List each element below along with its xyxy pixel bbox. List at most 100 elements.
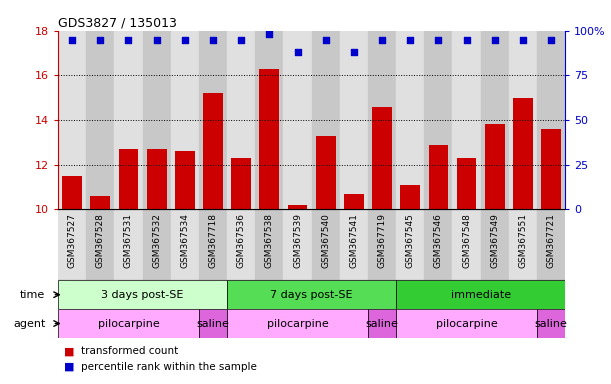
Bar [288,205,307,209]
Text: GSM367545: GSM367545 [406,213,415,268]
Bar [513,98,533,209]
Bar [344,194,364,209]
Bar [396,309,537,338]
Bar [340,209,368,280]
Bar [284,31,312,209]
Bar [142,209,170,280]
Text: percentile rank within the sample: percentile rank within the sample [81,362,257,372]
Bar [58,280,227,309]
Bar [203,93,223,209]
Bar [284,209,312,280]
Bar [255,31,284,209]
Text: immediate: immediate [450,290,511,300]
Bar [227,31,255,209]
Point [518,36,528,43]
Bar [312,31,340,209]
Text: pilocarpine: pilocarpine [98,318,159,329]
Bar [456,158,477,209]
Bar [400,185,420,209]
Bar [312,209,340,280]
Text: GSM367719: GSM367719 [378,213,387,268]
Text: agent: agent [13,318,45,329]
Bar [509,31,537,209]
Bar [453,31,481,209]
Bar [537,31,565,209]
Text: GSM367718: GSM367718 [208,213,218,268]
Bar [227,280,396,309]
Bar [453,209,481,280]
Bar [541,129,561,209]
Text: saline: saline [535,318,568,329]
Text: GSM367538: GSM367538 [265,213,274,268]
Text: GSM367548: GSM367548 [462,213,471,268]
Point [208,36,218,43]
Point [265,31,274,37]
Text: GDS3827 / 135013: GDS3827 / 135013 [58,17,177,30]
Text: GSM367721: GSM367721 [547,213,555,268]
Text: GSM367549: GSM367549 [490,213,499,268]
Bar [58,31,86,209]
Bar [62,176,82,209]
Text: 7 days post-SE: 7 days post-SE [270,290,353,300]
Bar [424,209,453,280]
Text: saline: saline [365,318,398,329]
Bar [368,31,396,209]
Bar [147,149,167,209]
Bar [481,31,509,209]
Text: 3 days post-SE: 3 days post-SE [101,290,184,300]
Point [321,36,331,43]
Text: GSM367536: GSM367536 [236,213,246,268]
Bar [227,209,255,280]
Bar [372,107,392,209]
Point [546,36,556,43]
Text: time: time [20,290,45,300]
Point [67,36,77,43]
Bar [175,151,195,209]
Bar [260,69,279,209]
Point [490,36,500,43]
Text: saline: saline [197,318,230,329]
Text: GSM367531: GSM367531 [124,213,133,268]
Bar [90,196,110,209]
Bar [396,31,424,209]
Point [293,49,302,55]
Point [123,36,133,43]
Text: GSM367527: GSM367527 [68,213,76,268]
Bar [170,209,199,280]
Text: GSM367541: GSM367541 [349,213,359,268]
Text: GSM367546: GSM367546 [434,213,443,268]
Bar [396,280,565,309]
Bar [428,144,448,209]
Text: GSM367534: GSM367534 [180,213,189,268]
Text: pilocarpine: pilocarpine [436,318,497,329]
Point [462,36,472,43]
Point [349,49,359,55]
Text: ■: ■ [64,346,75,356]
Bar [58,209,86,280]
Bar [232,158,251,209]
Text: GSM367532: GSM367532 [152,213,161,268]
Bar [119,149,138,209]
Bar [537,309,565,338]
Text: GSM367539: GSM367539 [293,213,302,268]
Bar [485,124,505,209]
Bar [199,309,227,338]
Bar [86,31,114,209]
Bar [142,31,170,209]
Bar [58,309,199,338]
Bar [255,209,284,280]
Bar [368,309,396,338]
Point [434,36,444,43]
Bar [396,209,424,280]
Point [180,36,189,43]
Bar [170,31,199,209]
Point [236,36,246,43]
Text: pilocarpine: pilocarpine [266,318,328,329]
Bar [86,209,114,280]
Bar [537,209,565,280]
Text: GSM367551: GSM367551 [518,213,527,268]
Bar [199,31,227,209]
Bar [199,209,227,280]
Bar [424,31,453,209]
Bar [114,31,142,209]
